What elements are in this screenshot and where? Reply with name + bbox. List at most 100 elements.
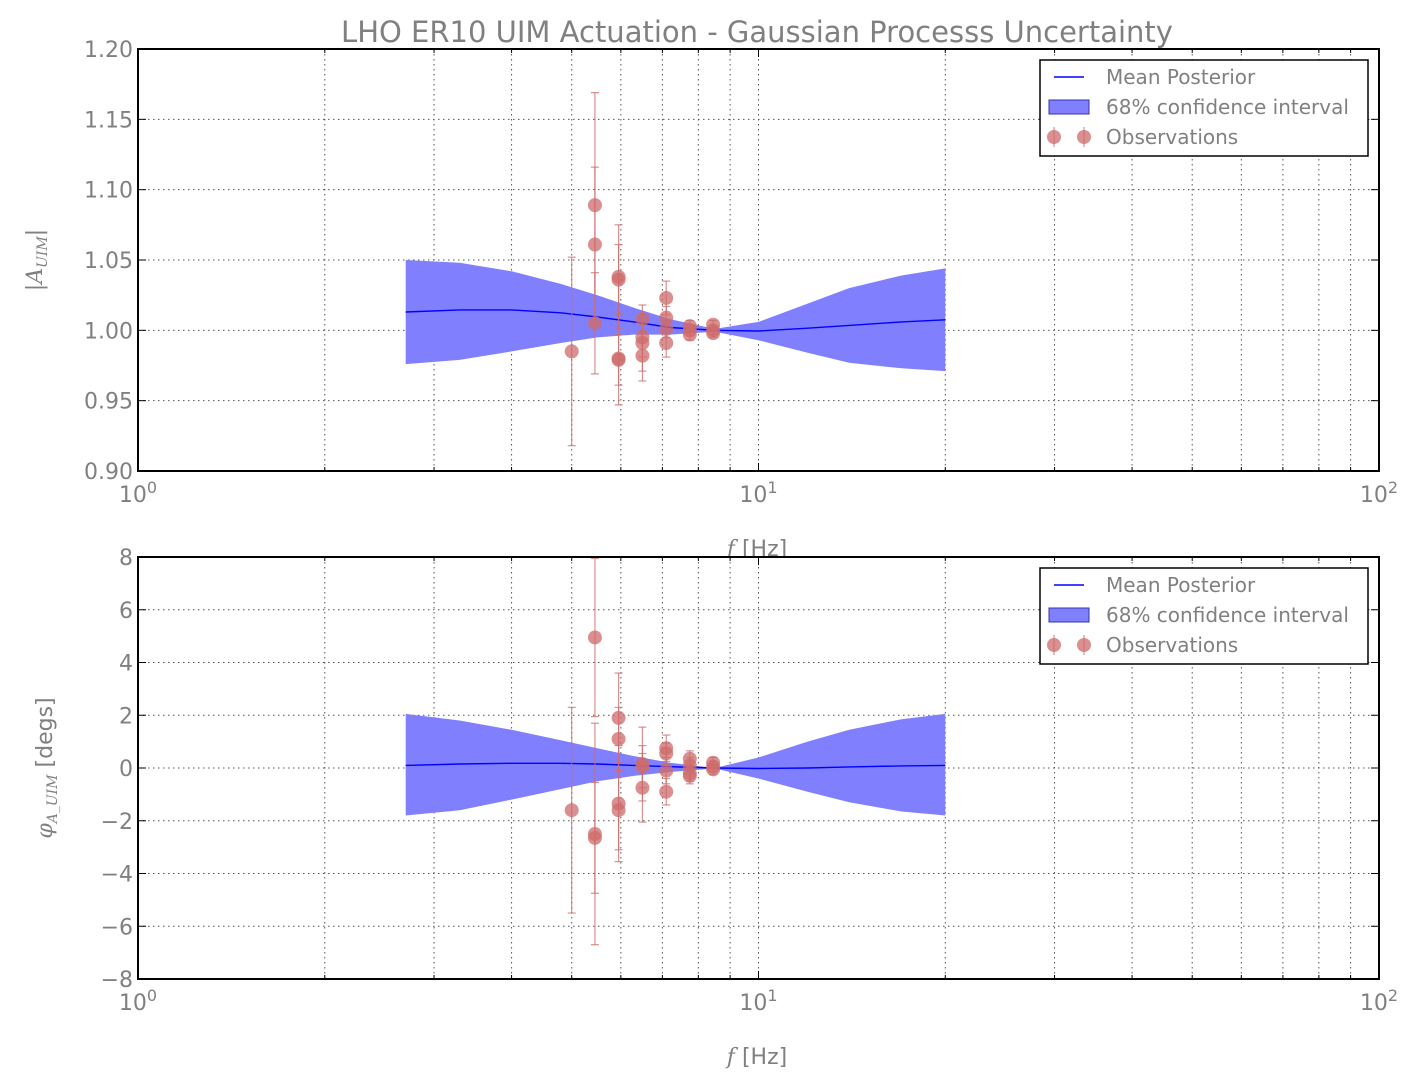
x-axis-unit: [Hz] — [735, 1045, 787, 1070]
x-tick-exponent: 0 — [147, 478, 157, 497]
observation-point — [682, 767, 697, 785]
observation-marker — [587, 237, 602, 252]
y-tick-label: 2 — [119, 704, 133, 729]
y-axis-end: [degs] — [33, 697, 58, 774]
observation-point — [659, 328, 674, 358]
y-axis-subscript: UIM — [35, 236, 51, 268]
legend: Mean Posterior 68% confidence interval Obs… — [1039, 567, 1369, 665]
observation-point — [611, 770, 626, 851]
y-tick-label: 1.05 — [84, 249, 133, 274]
y-axis-subscript: A_UIM — [45, 774, 61, 825]
legend-box — [1039, 567, 1369, 665]
observation-marker — [587, 630, 602, 645]
observations — [564, 557, 721, 946]
observation-marker — [659, 763, 674, 778]
legend-band-swatch — [1048, 607, 1090, 623]
y-tick-label: −2 — [101, 810, 133, 835]
x-tick-exponent: 2 — [1388, 986, 1398, 1005]
x-tick-exponent: 0 — [147, 986, 157, 1005]
legend-band-label: 68% confidence interval — [1106, 95, 1349, 119]
legend-obs-marker — [1077, 638, 1091, 652]
y-tick-label: 1.15 — [84, 108, 133, 133]
x-tick-label: 102 — [1360, 478, 1398, 508]
x-tick-base: 10 — [739, 483, 767, 508]
observation-point — [682, 327, 697, 342]
legend-mean-label: Mean Posterior — [1106, 65, 1256, 89]
x-tick-label: 100 — [119, 986, 157, 1016]
x-tick-label: 100 — [119, 478, 157, 508]
observation-marker — [564, 344, 579, 359]
y-tick-label: 8 — [119, 546, 133, 571]
y-tick-label: 0 — [119, 757, 133, 782]
legend-band-swatch — [1048, 99, 1090, 115]
y-axis-end: | — [23, 229, 48, 236]
y-tick-label: 1.20 — [84, 38, 133, 63]
observation-marker — [659, 310, 674, 325]
observation-point — [587, 557, 602, 718]
legend-box — [1039, 59, 1369, 157]
y-axis-label: |AUIM| — [23, 229, 51, 291]
chart-title: LHO ER10 UIM Actuation - Gaussian Proces… — [341, 15, 1173, 49]
observation-marker — [611, 803, 626, 818]
observation-point — [587, 272, 602, 375]
x-tick-exponent: 1 — [767, 478, 777, 497]
confidence-band — [405, 260, 946, 372]
observation-point — [635, 329, 650, 382]
observation-marker — [635, 780, 650, 795]
x-tick-base: 10 — [119, 991, 147, 1016]
observation-point — [706, 326, 721, 341]
y-tick-label: 1.10 — [84, 179, 133, 204]
y-tick-label: 0.90 — [84, 460, 133, 485]
observation-marker — [659, 290, 674, 305]
legend-obs-marker — [1047, 130, 1061, 144]
observation-marker — [659, 784, 674, 799]
y-tick-label: 1.00 — [84, 319, 133, 344]
observation-marker — [682, 327, 697, 342]
observation-marker — [611, 272, 626, 287]
x-tick-label: 101 — [739, 478, 777, 508]
legend-obs-marker — [1077, 130, 1091, 144]
x-tick-label: 102 — [1360, 986, 1398, 1016]
observation-marker — [587, 830, 602, 845]
y-axis-symbol: |A — [23, 268, 48, 291]
observation-point — [635, 752, 650, 823]
observation-marker — [611, 352, 626, 367]
observation-marker — [564, 803, 579, 818]
observation-point — [564, 706, 579, 914]
observation-marker — [706, 762, 721, 777]
observation-marker — [587, 316, 602, 331]
x-axis-label: f [Hz] — [725, 1045, 787, 1070]
x-tick-exponent: 2 — [1388, 478, 1398, 497]
y-tick-label: −4 — [101, 863, 133, 888]
observation-marker — [659, 335, 674, 350]
observation-marker — [682, 768, 697, 783]
observation-point — [564, 256, 579, 447]
x-tick-exponent: 1 — [767, 986, 777, 1005]
y-tick-label: 6 — [119, 599, 133, 624]
x-tick-label: 101 — [739, 986, 777, 1016]
y-tick-label: −8 — [101, 968, 133, 993]
legend-obs-marker — [1047, 638, 1061, 652]
x-tick-base: 10 — [119, 483, 147, 508]
legend-obs-label: Observations — [1106, 125, 1238, 149]
y-axis-symbol: φ — [33, 823, 58, 839]
legend: Mean Posterior 68% confidence interval Obs… — [1039, 59, 1369, 157]
observation-marker — [635, 348, 650, 363]
y-tick-label: 0.95 — [84, 390, 133, 415]
legend-band-label: 68% confidence interval — [1106, 603, 1349, 627]
y-tick-label: −6 — [101, 915, 133, 940]
observation-point — [706, 762, 721, 777]
x-tick-base: 10 — [1360, 483, 1388, 508]
y-axis-label: φA_UIM [degs] — [33, 697, 61, 838]
observation-point — [659, 777, 674, 806]
observation-point — [587, 781, 602, 894]
observation-marker — [706, 326, 721, 341]
observations — [564, 92, 721, 447]
observation-marker — [611, 731, 626, 746]
y-tick-label: 4 — [119, 652, 133, 677]
legend-obs-label: Observations — [1106, 633, 1238, 657]
confidence-band — [405, 713, 946, 816]
